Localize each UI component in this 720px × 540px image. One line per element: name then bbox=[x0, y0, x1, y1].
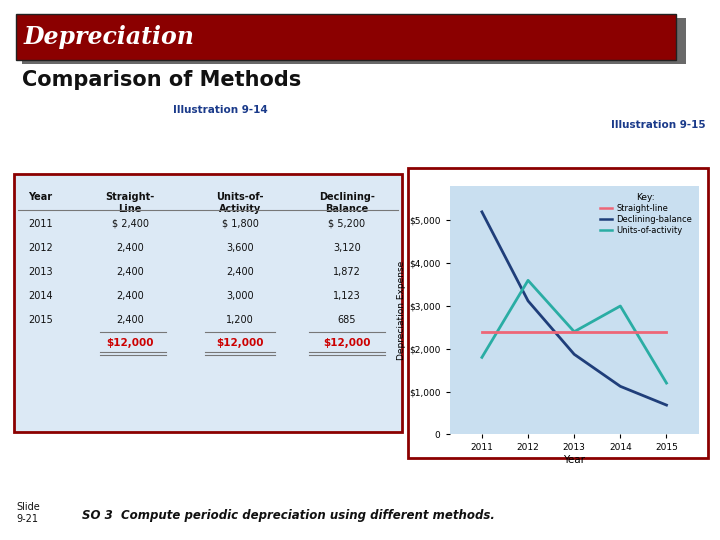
Text: 3,600: 3,600 bbox=[226, 243, 254, 253]
Text: 2015: 2015 bbox=[28, 315, 53, 325]
Text: Year: Year bbox=[28, 192, 52, 202]
Text: $ 1,800: $ 1,800 bbox=[222, 219, 258, 229]
Text: Straight-
Line: Straight- Line bbox=[105, 192, 155, 214]
Text: Units-of-
Activity: Units-of- Activity bbox=[216, 192, 264, 214]
Text: 2,400: 2,400 bbox=[116, 315, 144, 325]
Y-axis label: Depreciation Expense: Depreciation Expense bbox=[397, 261, 406, 360]
Text: $ 5,200: $ 5,200 bbox=[328, 219, 366, 229]
Text: 1,200: 1,200 bbox=[226, 315, 254, 325]
Legend: Straight-line, Declining-balance, Units-of-activity: Straight-line, Declining-balance, Units-… bbox=[597, 191, 695, 238]
Text: Depreciation: Depreciation bbox=[24, 25, 195, 49]
Text: SO 3  Compute periodic depreciation using different methods.: SO 3 Compute periodic depreciation using… bbox=[82, 509, 495, 522]
Text: 685: 685 bbox=[338, 315, 356, 325]
Text: 3,000: 3,000 bbox=[226, 291, 254, 301]
Text: Illustration 9-15: Illustration 9-15 bbox=[611, 120, 706, 130]
Bar bbox=[14, 174, 402, 432]
Text: 1,123: 1,123 bbox=[333, 291, 361, 301]
Text: 2014: 2014 bbox=[28, 291, 53, 301]
Text: 2,400: 2,400 bbox=[116, 291, 144, 301]
Text: 2012: 2012 bbox=[28, 243, 53, 253]
Text: $12,000: $12,000 bbox=[107, 338, 154, 348]
Bar bbox=[408, 168, 708, 458]
Bar bbox=[22, 18, 686, 64]
Text: Illustration 9-14: Illustration 9-14 bbox=[173, 105, 267, 115]
Text: $12,000: $12,000 bbox=[216, 338, 264, 348]
Text: 2,400: 2,400 bbox=[116, 243, 144, 253]
Bar bbox=[16, 14, 676, 60]
Text: Slide
9-21: Slide 9-21 bbox=[16, 502, 40, 524]
Text: 2013: 2013 bbox=[28, 267, 53, 277]
X-axis label: Year: Year bbox=[563, 455, 585, 465]
Text: $ 2,400: $ 2,400 bbox=[112, 219, 148, 229]
Text: 2011: 2011 bbox=[28, 219, 53, 229]
Text: Comparison of Methods: Comparison of Methods bbox=[22, 70, 301, 90]
Text: $12,000: $12,000 bbox=[323, 338, 371, 348]
Text: 2,400: 2,400 bbox=[226, 267, 254, 277]
Text: 3,120: 3,120 bbox=[333, 243, 361, 253]
Text: Declining-
Balance: Declining- Balance bbox=[319, 192, 375, 214]
Text: 2,400: 2,400 bbox=[116, 267, 144, 277]
Text: 1,872: 1,872 bbox=[333, 267, 361, 277]
